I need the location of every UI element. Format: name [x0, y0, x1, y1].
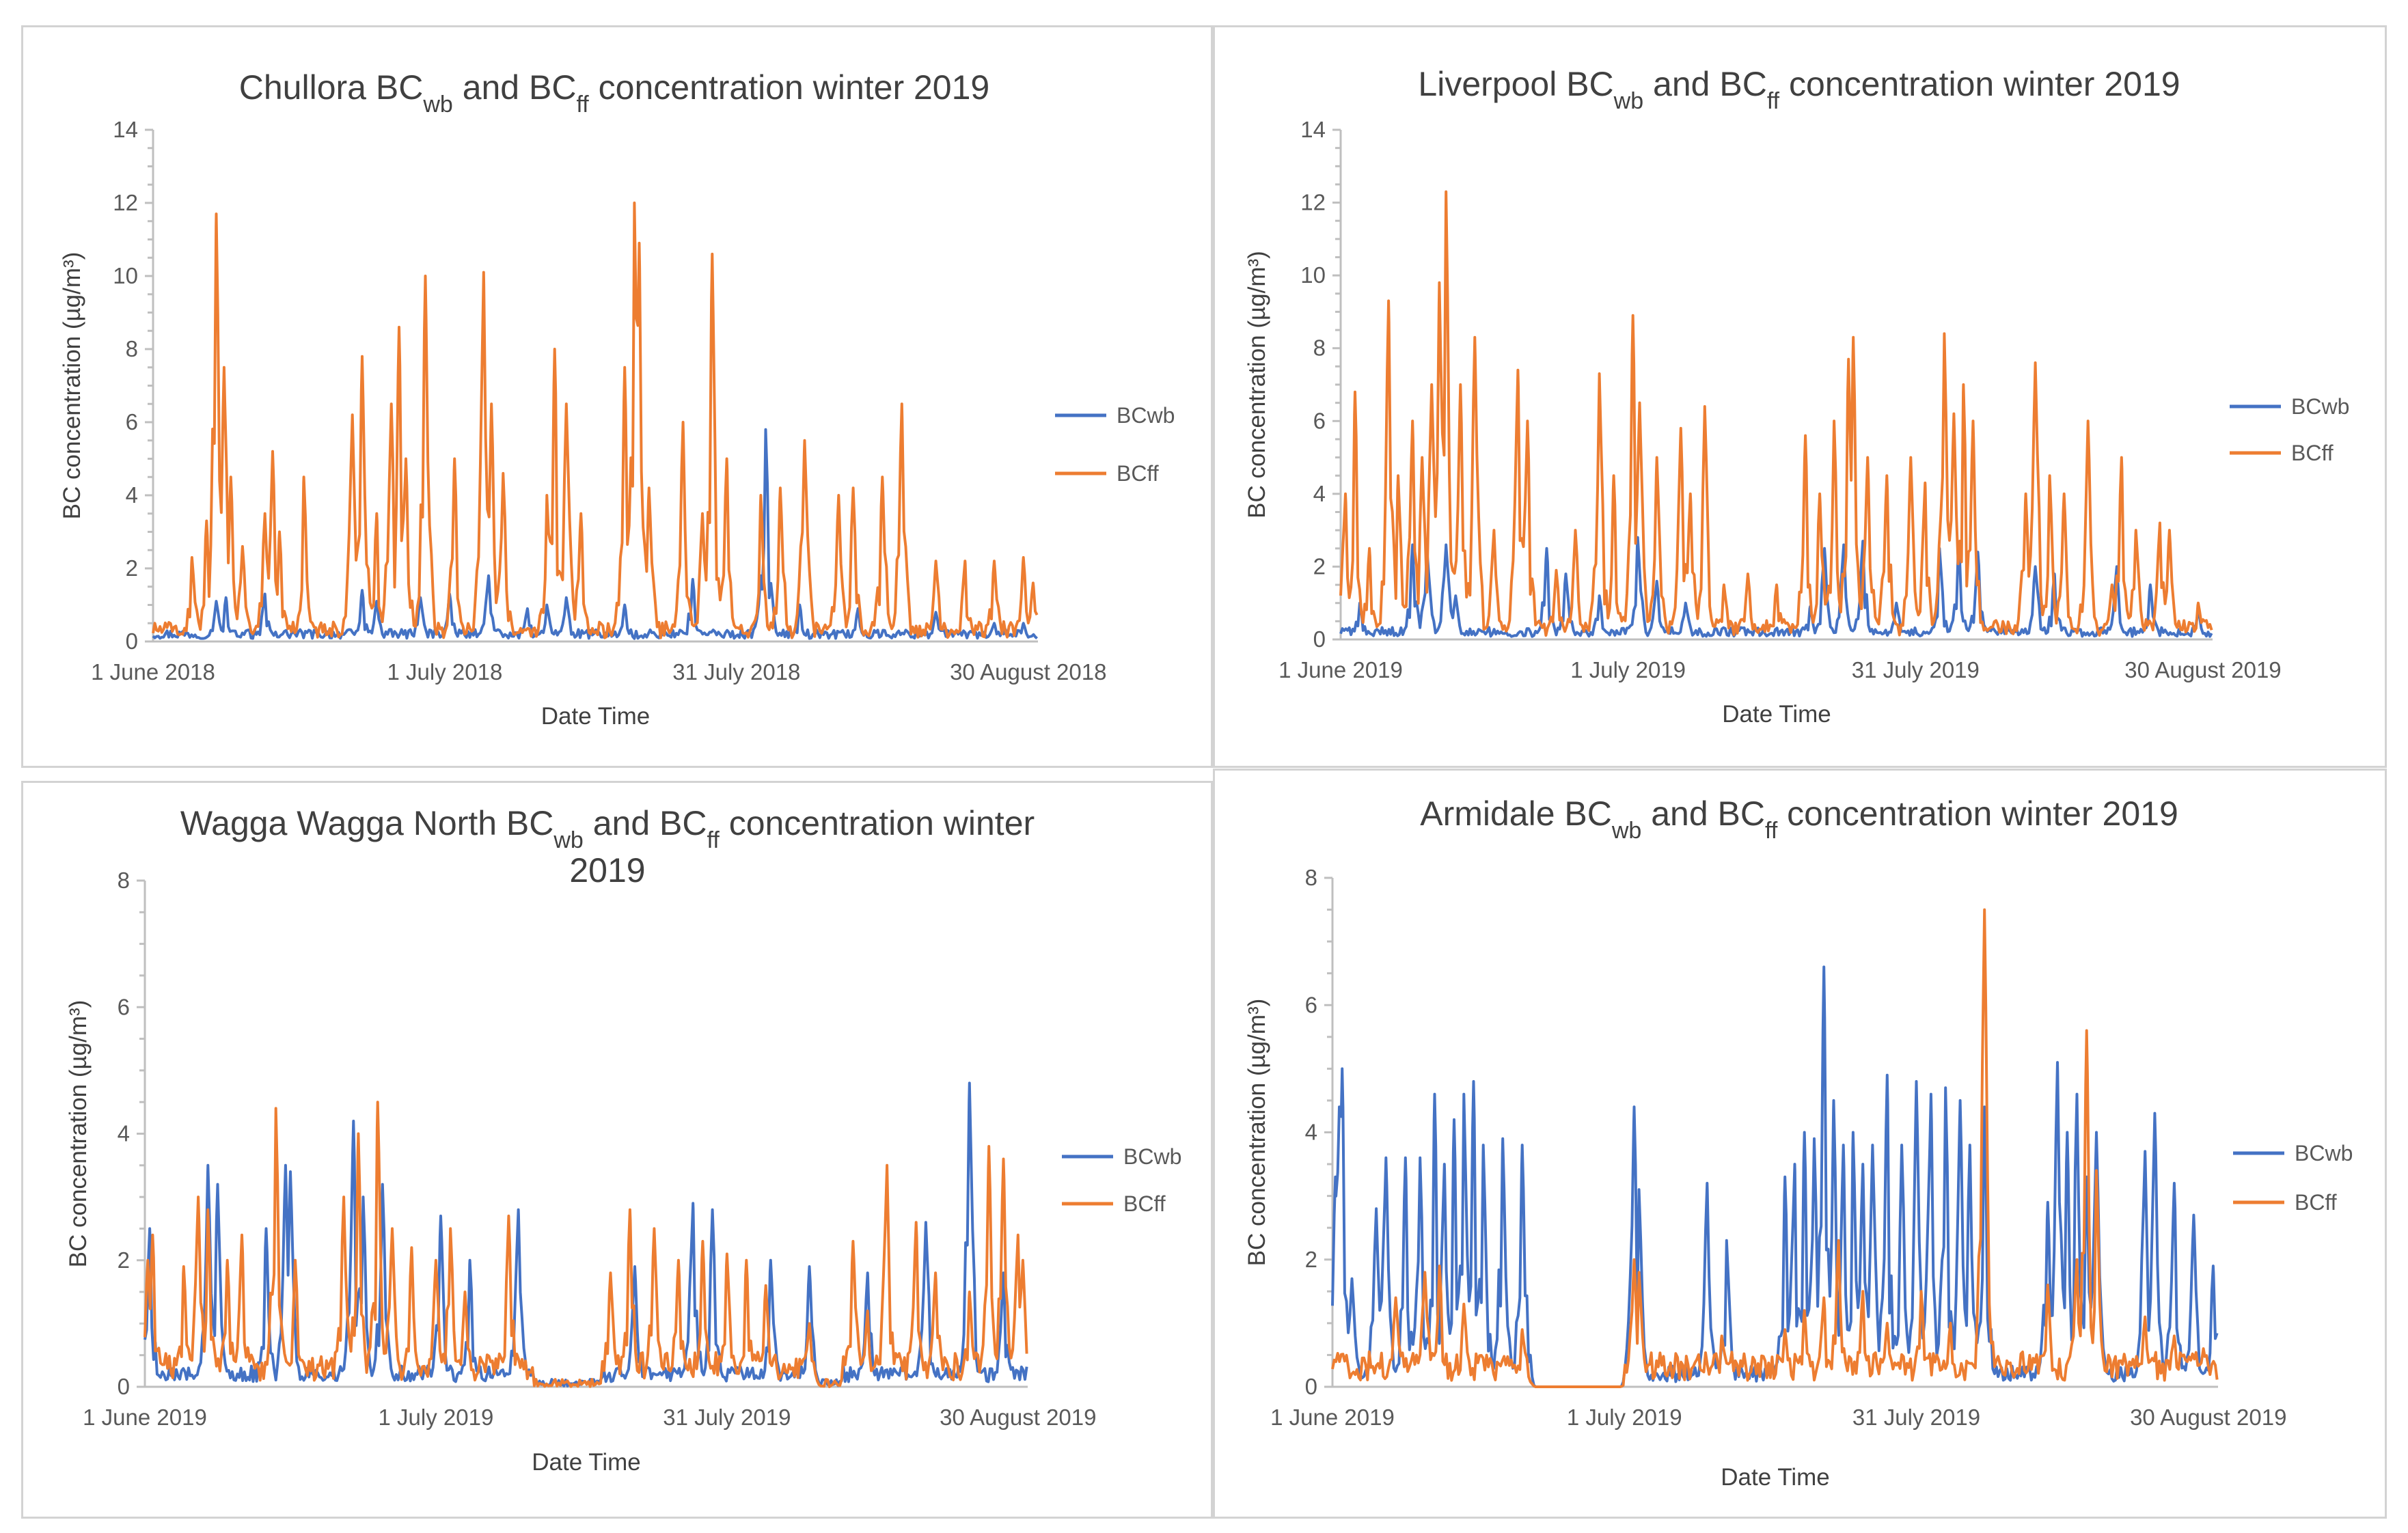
x-tick-label: 1 July 2018	[387, 659, 503, 685]
y-tick-label: 0	[1305, 1374, 1317, 1399]
y-tick-label: 6	[1305, 992, 1317, 1017]
chart-armidale: Armidale BCwb and BCff concentration win…	[1244, 795, 2353, 1491]
chart-panel-armidale: Armidale BCwb and BCff concentration win…	[1213, 769, 2387, 1519]
series-line-bcwb	[1331, 965, 2219, 1388]
y-tick-label: 2	[1305, 1247, 1317, 1272]
x-tick-label: 31 July 2019	[1852, 657, 1980, 682]
legend-label-bcff: BCff	[2291, 441, 2334, 465]
chart-liverpool: Liverpool BCwb and BCff concentration wi…	[1244, 65, 2349, 728]
y-tick-label: 14	[113, 117, 138, 142]
legend-label-bcwb: BCwb	[1123, 1144, 1181, 1169]
x-tick-label: 1 July 2019	[1567, 1405, 1682, 1430]
x-axis-label: Date Time	[541, 703, 651, 730]
x-tick-label: 1 July 2019	[379, 1405, 494, 1430]
y-tick-label: 8	[118, 868, 130, 893]
y-tick-label: 8	[1305, 865, 1317, 890]
series-line-bcwb	[152, 428, 1038, 640]
chart-wagga-wagga-north: Wagga Wagga North BCwb and BCff concentr…	[65, 804, 1181, 1476]
y-tick-label: 4	[1313, 481, 1326, 506]
chart-panel-liverpool: Liverpool BCwb and BCff concentration wi…	[1213, 25, 2387, 768]
chart-panel-chullora: Chullora BCwb and BCff concentration win…	[21, 25, 1213, 768]
legend-label-bcff: BCff	[2295, 1190, 2337, 1215]
legend-label-bcwb: BCwb	[2291, 394, 2349, 419]
chart-title: Wagga Wagga North BCwb and BCff concentr…	[180, 804, 1035, 853]
chart-title: Chullora BCwb and BCff concentration win…	[239, 68, 989, 118]
y-axis-label: BC concentration (µg/m³)	[1244, 251, 1270, 519]
y-axis-label: BC concentration (µg/m³)	[59, 252, 85, 520]
y-axis-label: BC concentration (µg/m³)	[1244, 999, 1270, 1267]
y-tick-label: 8	[1313, 335, 1326, 361]
chart-chullora: Chullora BCwb and BCff concentration win…	[59, 68, 1175, 730]
y-tick-label: 12	[1300, 190, 1326, 215]
y-tick-label: 6	[126, 409, 138, 434]
x-axis-label: Date Time	[532, 1449, 641, 1476]
legend-label-bcwb: BCwb	[1117, 403, 1175, 428]
legend-label-bcff: BCff	[1123, 1191, 1166, 1216]
x-axis-label: Date Time	[1721, 1464, 1830, 1491]
y-axis-label: BC concentration (µg/m³)	[65, 1000, 92, 1268]
y-tick-label: 0	[126, 629, 138, 654]
x-tick-label: 31 July 2019	[1852, 1405, 1980, 1430]
y-tick-label: 12	[113, 190, 138, 215]
y-tick-label: 2	[1313, 553, 1326, 579]
y-tick-label: 0	[1313, 626, 1326, 652]
x-tick-label: 30 August 2019	[2124, 657, 2281, 682]
y-tick-label: 4	[126, 482, 138, 508]
x-tick-label: 31 July 2018	[672, 659, 800, 685]
x-tick-label: 30 August 2019	[940, 1405, 1096, 1430]
y-tick-label: 6	[1313, 408, 1326, 433]
x-tick-label: 30 August 2019	[2130, 1405, 2286, 1430]
x-tick-label: 30 August 2018	[950, 659, 1106, 685]
series-line-bcff	[152, 202, 1039, 639]
chart-title: Armidale BCwb and BCff concentration win…	[1420, 795, 2178, 844]
y-tick-label: 10	[1300, 262, 1326, 288]
x-tick-label: 1 June 2019	[1270, 1405, 1395, 1430]
y-tick-label: 0	[118, 1374, 130, 1399]
x-tick-label: 1 July 2019	[1570, 657, 1686, 682]
series-line-bcff	[1331, 908, 2219, 1388]
chart-title: Liverpool BCwb and BCff concentration wi…	[1418, 65, 2180, 114]
y-tick-label: 6	[118, 994, 130, 1019]
x-tick-label: 1 June 2018	[91, 659, 215, 685]
x-tick-label: 1 June 2019	[1278, 657, 1403, 682]
y-tick-label: 10	[113, 263, 138, 288]
x-tick-label: 1 June 2019	[83, 1405, 207, 1430]
y-tick-label: 8	[126, 336, 138, 361]
series-line-bcff	[1339, 190, 2213, 637]
chart-panel-wagga-wagga-north: Wagga Wagga North BCwb and BCff concentr…	[21, 781, 1213, 1519]
y-tick-label: 4	[118, 1121, 130, 1146]
series-line-bcwb	[1339, 536, 2213, 638]
x-tick-label: 31 July 2019	[663, 1405, 791, 1430]
legend-label-bcff: BCff	[1117, 461, 1159, 486]
legend-label-bcwb: BCwb	[2295, 1141, 2353, 1165]
y-tick-label: 14	[1300, 117, 1326, 142]
y-tick-label: 2	[126, 555, 138, 581]
y-tick-label: 2	[118, 1247, 130, 1273]
series-line-bcff	[143, 1101, 1028, 1388]
x-axis-label: Date Time	[1722, 701, 1831, 728]
chart-title: 2019	[569, 851, 645, 889]
y-tick-label: 4	[1305, 1120, 1317, 1145]
